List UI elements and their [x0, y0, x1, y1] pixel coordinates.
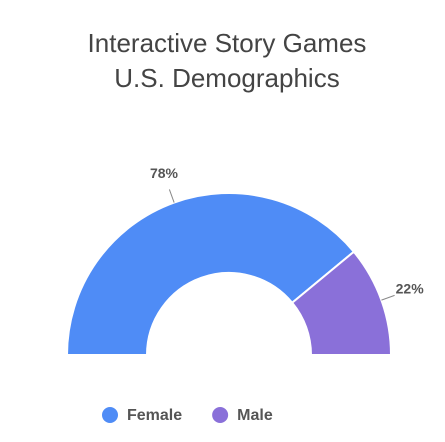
leader-line — [168, 189, 175, 203]
legend-marker — [102, 407, 118, 423]
legend-label: Female — [127, 407, 182, 424]
legend-marker — [212, 407, 229, 423]
slice — [290, 250, 393, 356]
value-label: 78% — [150, 165, 179, 181]
chart-title: Interactive Story Games — [88, 28, 367, 58]
chart-title: U.S. Demographics — [114, 63, 339, 93]
legend-label: Male — [237, 407, 273, 424]
value-label: 22% — [396, 281, 425, 297]
slice — [65, 192, 356, 356]
leader-line — [381, 294, 395, 301]
